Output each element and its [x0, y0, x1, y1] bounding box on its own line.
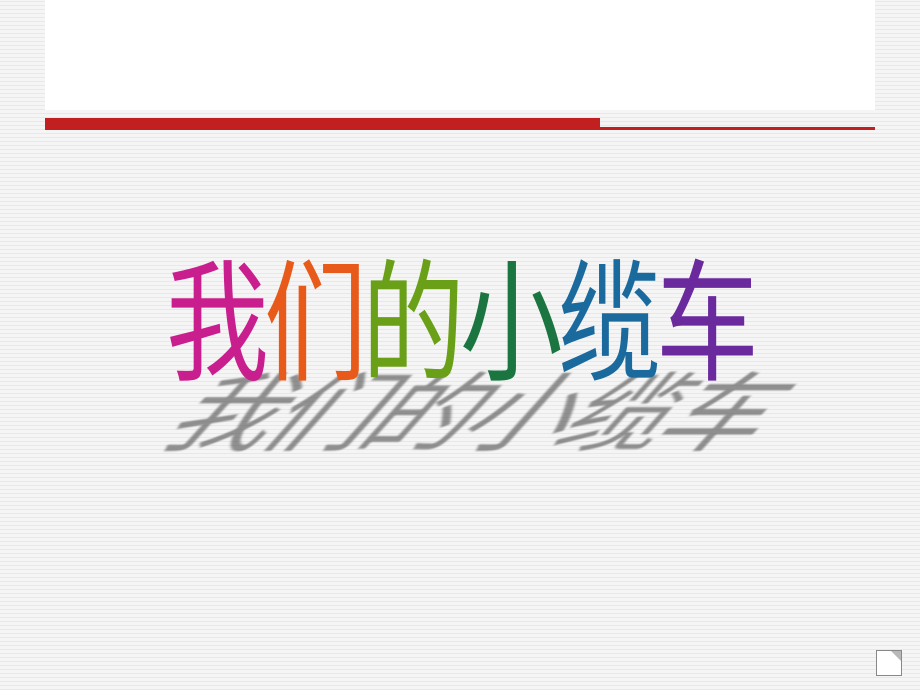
header-white-band [45, 0, 875, 110]
page-fold-icon [876, 650, 902, 676]
title-char: 缆 [558, 260, 656, 392]
title-char: 小 [460, 260, 558, 392]
title-text: 我们的小缆车 [0, 260, 920, 392]
header-thin-rule [600, 127, 875, 130]
title-char: 我 [166, 260, 264, 392]
slide-title: 我们的小缆车 我们的小缆车 [0, 260, 920, 392]
title-char: 车 [656, 260, 754, 392]
title-char: 们 [264, 260, 362, 392]
header-thick-rule [45, 118, 600, 130]
title-char: 的 [362, 260, 460, 392]
